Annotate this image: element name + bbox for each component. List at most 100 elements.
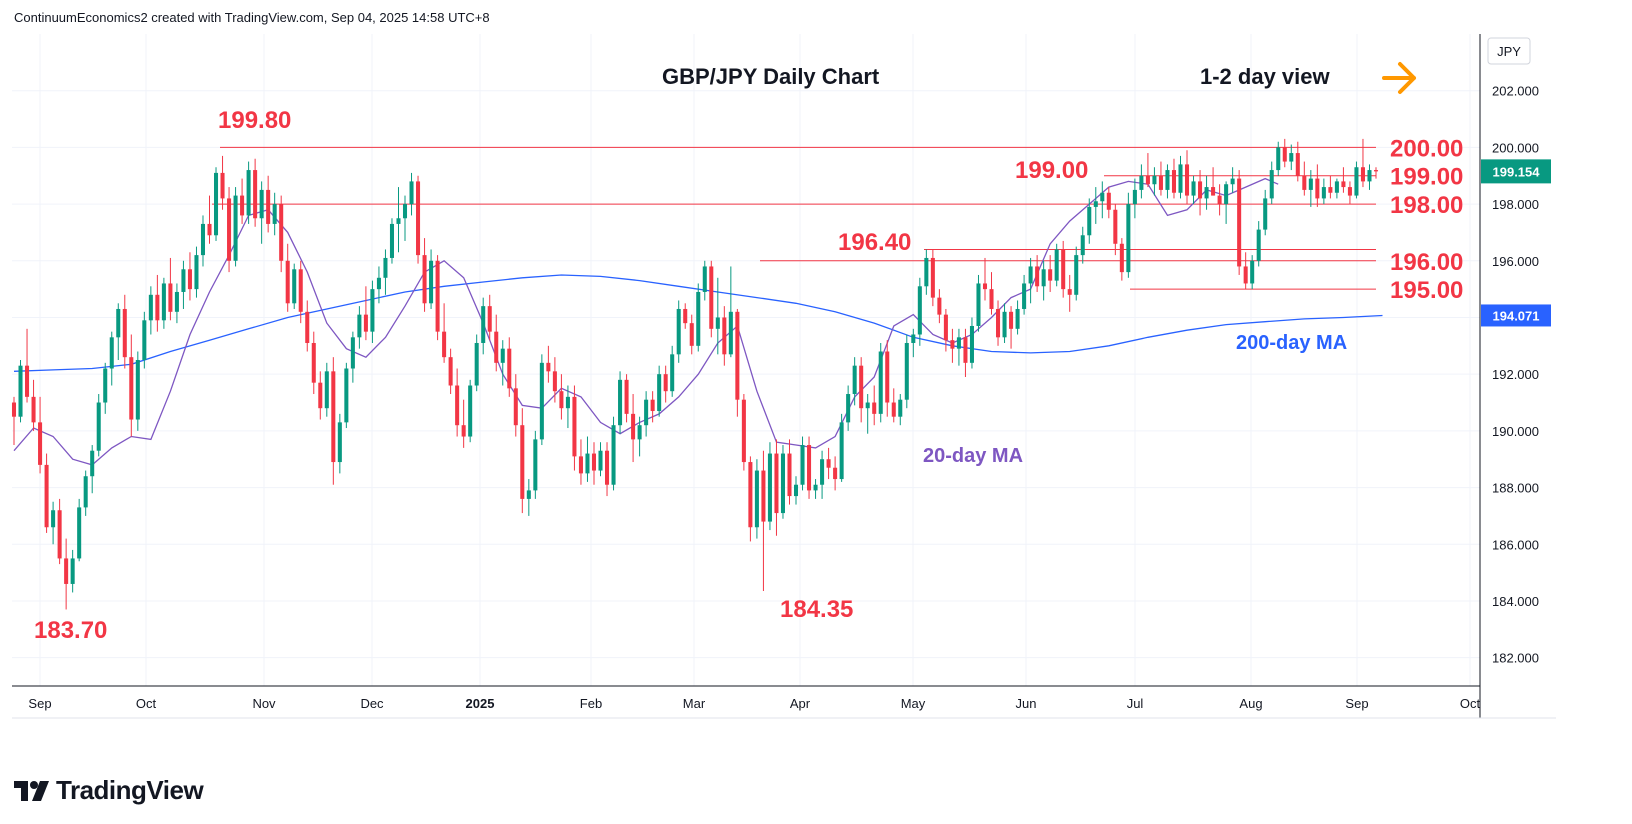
level-label: 195.00: [1390, 277, 1463, 304]
arrow-right-path: [1382, 62, 1416, 94]
candle-body: [533, 439, 538, 491]
candle-body: [227, 198, 232, 261]
candle-body: [644, 399, 649, 426]
candle-body: [409, 181, 414, 205]
x-axis-label: Jun: [1016, 696, 1037, 711]
candle-body: [1165, 170, 1170, 190]
x-axis-label: May: [901, 696, 926, 711]
candle-body: [220, 172, 225, 199]
candle-body: [969, 325, 974, 363]
ma200-price-badge: [1481, 304, 1551, 327]
candle-body: [337, 422, 342, 463]
level-label: 199.00: [1390, 164, 1463, 191]
y-axis-label: 196.000: [1492, 254, 1539, 269]
candle-body: [38, 422, 43, 465]
candle-body: [891, 402, 896, 417]
currency-label: JPY: [1497, 44, 1521, 59]
candle-body: [468, 385, 473, 437]
candle-body: [1145, 175, 1150, 185]
candle-body: [976, 283, 981, 326]
candle-body: [1171, 170, 1177, 193]
candle-body: [1184, 164, 1190, 196]
candle-body: [324, 371, 329, 409]
level-label-199: 199.00: [1015, 157, 1088, 184]
candle-body: [1002, 311, 1007, 338]
candle-body: [1152, 175, 1157, 185]
candle-body: [1113, 209, 1118, 244]
candle-body: [774, 453, 779, 514]
candle-body: [683, 308, 688, 324]
candle-body: [702, 266, 707, 292]
candle-body: [155, 294, 160, 321]
candle-body: [474, 342, 479, 386]
candle-body: [1106, 192, 1111, 210]
candle-body: [96, 402, 101, 451]
candle-body: [1354, 167, 1359, 196]
candle-body: [1302, 175, 1307, 190]
candle-body: [1321, 187, 1326, 199]
candle-body: [1211, 187, 1216, 196]
candle-body: [259, 189, 264, 219]
candle-body: [311, 342, 316, 383]
candle-body: [1087, 206, 1092, 236]
candle-body: [207, 223, 212, 236]
candle-body: [1191, 181, 1196, 196]
x-axis-label: Nov: [252, 696, 276, 711]
candle-body: [298, 269, 303, 312]
candle-body: [11, 402, 17, 417]
candle-body: [83, 476, 88, 508]
candle-body: [709, 266, 714, 329]
candle-body: [924, 257, 929, 287]
x-axis-label: Oct: [136, 696, 157, 711]
tradingview-logo[interactable]: TradingView: [14, 775, 204, 806]
candle-body: [435, 260, 440, 332]
candle-body: [200, 223, 206, 256]
ma20-label: 20-day MA: [923, 445, 1023, 467]
currency-badge[interactable]: [1487, 37, 1531, 65]
candle-body: [77, 507, 82, 559]
candle-body: [25, 365, 30, 397]
candle-body: [213, 172, 219, 236]
candle-body: [1067, 289, 1072, 295]
candle-body: [982, 283, 988, 290]
candle-body: [383, 257, 388, 278]
candle-body: [878, 351, 883, 414]
candle-body: [1334, 181, 1339, 193]
candle-body: [813, 484, 818, 491]
candle-body: [481, 306, 486, 343]
arrow-right-icon: [1382, 62, 1416, 94]
candle-body: [1178, 164, 1183, 193]
candle-body: [833, 467, 838, 480]
candle-body: [1230, 178, 1235, 185]
candle-body: [1080, 235, 1085, 256]
x-axis-label: Sep: [1345, 696, 1368, 711]
candle-body: [370, 289, 375, 332]
price-annotation: 196.40: [838, 229, 911, 256]
x-axis-label: Dec: [360, 696, 384, 711]
candle-body: [839, 422, 844, 480]
candle-body: [350, 337, 355, 369]
candle-body: [1035, 266, 1040, 287]
candle-body: [357, 314, 362, 338]
candle-body: [591, 453, 597, 471]
x-axis-label: Mar: [683, 696, 706, 711]
candle-body: [585, 453, 590, 474]
candle-body: [174, 291, 179, 312]
candle-body: [461, 425, 466, 437]
candle-body: [754, 470, 759, 528]
candle-body: [129, 357, 134, 420]
chart-subtitle: 1-2 day view: [1200, 64, 1331, 89]
candle-body: [1347, 187, 1352, 196]
candle-body: [846, 394, 851, 423]
candle-body: [1198, 181, 1203, 199]
candle-body: [448, 357, 453, 386]
candle-body: [1126, 204, 1131, 273]
x-axis-label: Feb: [580, 696, 602, 711]
candle-body: [1074, 255, 1079, 295]
chart-title: GBP/JPY Daily Chart: [662, 64, 880, 89]
candle-body: [422, 255, 427, 304]
candle-body: [767, 453, 772, 522]
candle-body: [376, 277, 381, 290]
candle-body: [787, 453, 792, 497]
